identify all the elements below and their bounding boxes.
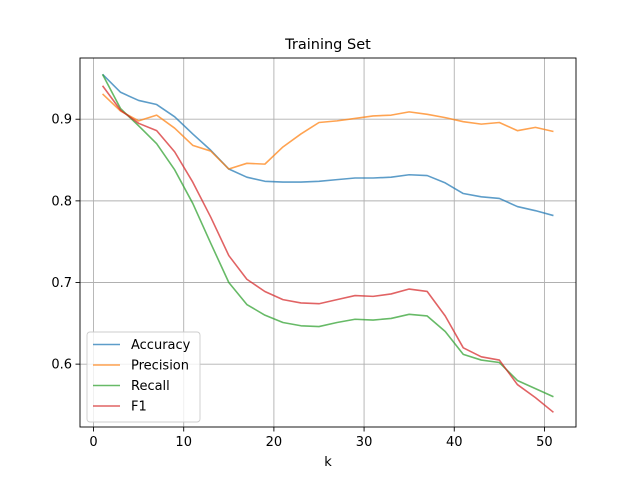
legend-label-accuracy: Accuracy <box>131 338 191 353</box>
x-tick-label: 40 <box>446 435 463 450</box>
series-line-accuracy <box>101 73 554 217</box>
x-tick-label: 0 <box>89 435 97 450</box>
chart-title: Training Set <box>284 37 371 53</box>
series-line-f1 <box>101 85 554 413</box>
y-tick-label: 0.9 <box>51 113 72 128</box>
series-line-recall <box>101 73 554 398</box>
series-lines <box>101 73 554 413</box>
x-tick-label: 30 <box>356 435 373 450</box>
legend: Accuracy Precision Recall F1 <box>86 331 201 423</box>
x-axis-title: k <box>324 455 332 470</box>
x-tick-label: 10 <box>175 435 192 450</box>
x-tick-label: 50 <box>536 435 553 450</box>
series-line-precision <box>101 93 554 170</box>
axis-ticks: 0 10 20 30 40 50 0.6 0.7 0.8 0.9 <box>51 113 552 450</box>
y-tick-label: 0.6 <box>51 358 72 373</box>
plot-frame <box>79 57 577 428</box>
legend-label-f1: F1 <box>131 400 147 415</box>
y-tick-label: 0.8 <box>51 194 72 209</box>
legend-box <box>86 331 201 423</box>
y-tick-label: 0.7 <box>51 276 72 291</box>
x-tick-label: 20 <box>266 435 283 450</box>
legend-label-precision: Precision <box>131 359 189 374</box>
grid-lines <box>80 58 576 427</box>
legend-label-recall: Recall <box>131 379 170 394</box>
